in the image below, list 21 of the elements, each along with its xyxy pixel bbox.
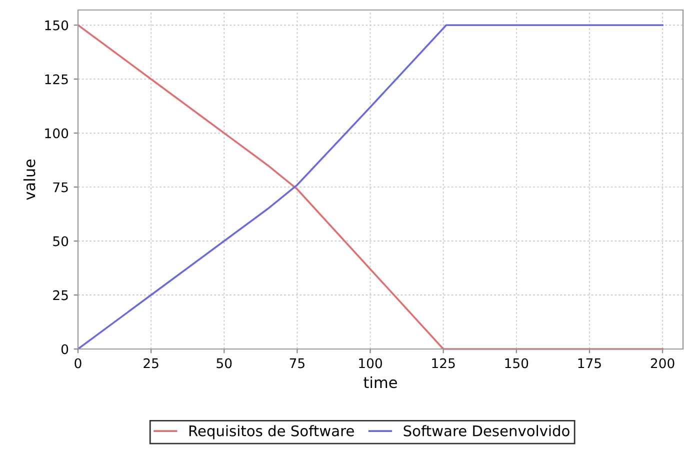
x-tick-label: 125 [432,358,455,368]
y-tick-label: 125 [45,74,68,84]
y-tick-label: 50 [53,236,68,246]
y-tick-label: 0 [61,344,68,354]
y-tick-label: 75 [53,182,68,192]
x-tick-label: 0 [74,358,82,368]
y-tick-label: 100 [45,128,68,138]
legend-label: Requisitos de Software [189,425,354,440]
x-tick-label: 150 [505,358,528,368]
x-tick-label: 25 [144,358,158,368]
x-tick-label: 175 [578,358,601,368]
legend-label: Software Desenvolvido [404,425,570,436]
x-tick-label: 100 [359,358,382,368]
y-tick-label: 150 [45,20,68,30]
x-tick-label: 75 [290,358,304,368]
x-axis-title: time [364,376,397,388]
x-tick-label: 50 [216,358,232,368]
x-tick-label: 200 [650,358,674,368]
y-axis-title: value [23,159,36,200]
y-tick-label: 25 [53,290,68,300]
line-series [77,24,664,350]
